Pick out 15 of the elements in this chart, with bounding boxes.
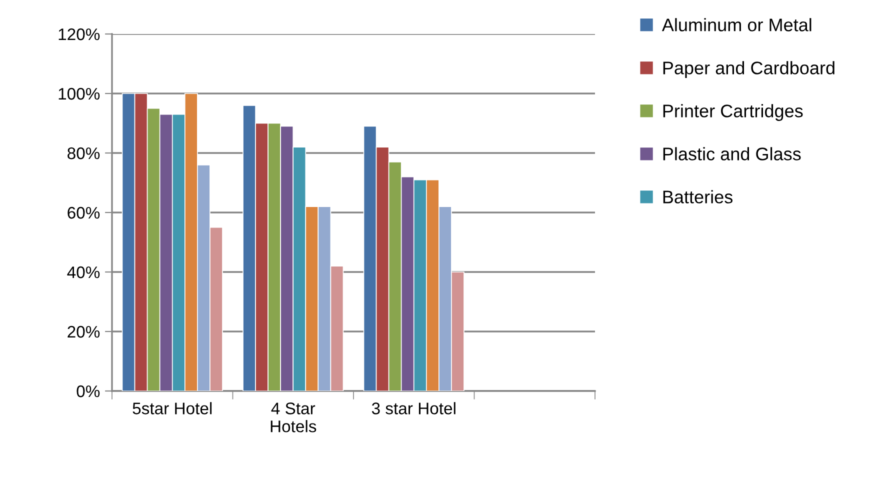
y-tick-label: 100% bbox=[58, 88, 100, 100]
x-tick-label: 3 star Hotel bbox=[372, 402, 456, 414]
legend-label: Batteries bbox=[663, 190, 732, 204]
legend-label: Aluminum or Metal bbox=[662, 18, 812, 32]
x-tick-label: 5star Hotel bbox=[132, 402, 212, 414]
y-tick-label: 40% bbox=[67, 266, 100, 278]
y-tick-label: 80% bbox=[68, 147, 100, 160]
y-tick-label: 120% bbox=[58, 28, 100, 40]
legend-label: Paper and Cardboard bbox=[663, 61, 834, 78]
y-tick-label: 20% bbox=[68, 326, 100, 338]
y-tick-label: 0% bbox=[76, 385, 100, 398]
legend-label: Plastic and Glass bbox=[663, 147, 801, 160]
y-tick-label: 60% bbox=[68, 206, 100, 219]
legend-label: Printer Cartridges bbox=[663, 104, 803, 121]
x-tick-label: 4 Star Hotels bbox=[270, 402, 316, 432]
